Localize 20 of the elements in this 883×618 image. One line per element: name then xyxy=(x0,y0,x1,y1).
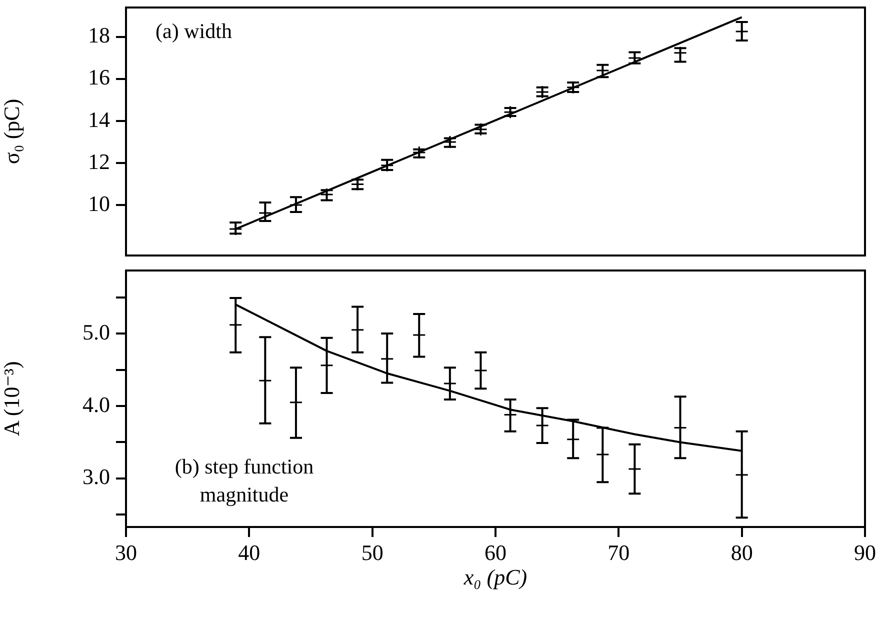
y-tick-label: 12 xyxy=(88,148,110,174)
annotation: (b) step function magnitude xyxy=(174,454,314,507)
x-tick-label: 70 xyxy=(608,540,630,565)
x-axis-title: x₀ (pC) xyxy=(462,564,528,590)
x-tick-label: 60 xyxy=(484,540,506,565)
y-tick-label: 14 xyxy=(88,106,110,132)
y-tick-label: 16 xyxy=(88,64,110,90)
x-tick-label: 50 xyxy=(361,540,384,565)
x-tick-label: 90 xyxy=(854,540,876,565)
x-tick-label: 80 xyxy=(730,540,753,565)
y-tick-label: 18 xyxy=(88,22,110,48)
y-axis-title: A (10⁻³) xyxy=(0,361,24,436)
y-tick-label: 3.0 xyxy=(82,464,110,490)
y-axis-title: σ₀ (pC) xyxy=(0,98,24,164)
x-tick-label: 30 xyxy=(115,540,137,565)
annotation: (a) width xyxy=(156,18,232,43)
y-tick-label: 10 xyxy=(88,190,110,216)
x-tick-label: 40 xyxy=(238,540,260,565)
y-tick-label: 4.0 xyxy=(82,392,110,417)
y-tick-label: 5.0 xyxy=(82,319,110,344)
